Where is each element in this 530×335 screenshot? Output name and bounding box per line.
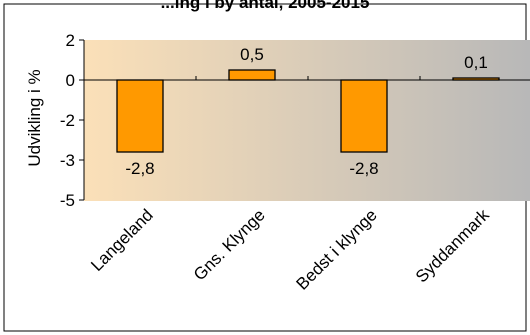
data-label: 0,5 — [240, 45, 264, 64]
data-label: -2,8 — [349, 159, 378, 178]
data-label: -2,8 — [125, 159, 154, 178]
bar — [340, 79, 388, 153]
bar — [116, 79, 164, 153]
bar — [452, 77, 500, 81]
y-tick-label: 0 — [66, 71, 75, 90]
y-tick-label: -5 — [60, 191, 75, 210]
data-label: 0,1 — [464, 53, 488, 72]
y-tick-label: -2 — [60, 111, 75, 130]
chart-title: ...ing i by antal, 2005-2015 — [161, 0, 370, 12]
bar-series — [116, 69, 500, 153]
y-tick-label: 2 — [66, 31, 75, 50]
y-axis: 2 0 -2 -3 -5 — [60, 31, 530, 210]
bar — [228, 69, 276, 81]
y-tick-label: -3 — [60, 151, 75, 170]
y-axis-title: Udvikling i % — [25, 69, 44, 166]
data-labels: -2,8 0,5 -2,8 0,1 — [125, 45, 487, 178]
